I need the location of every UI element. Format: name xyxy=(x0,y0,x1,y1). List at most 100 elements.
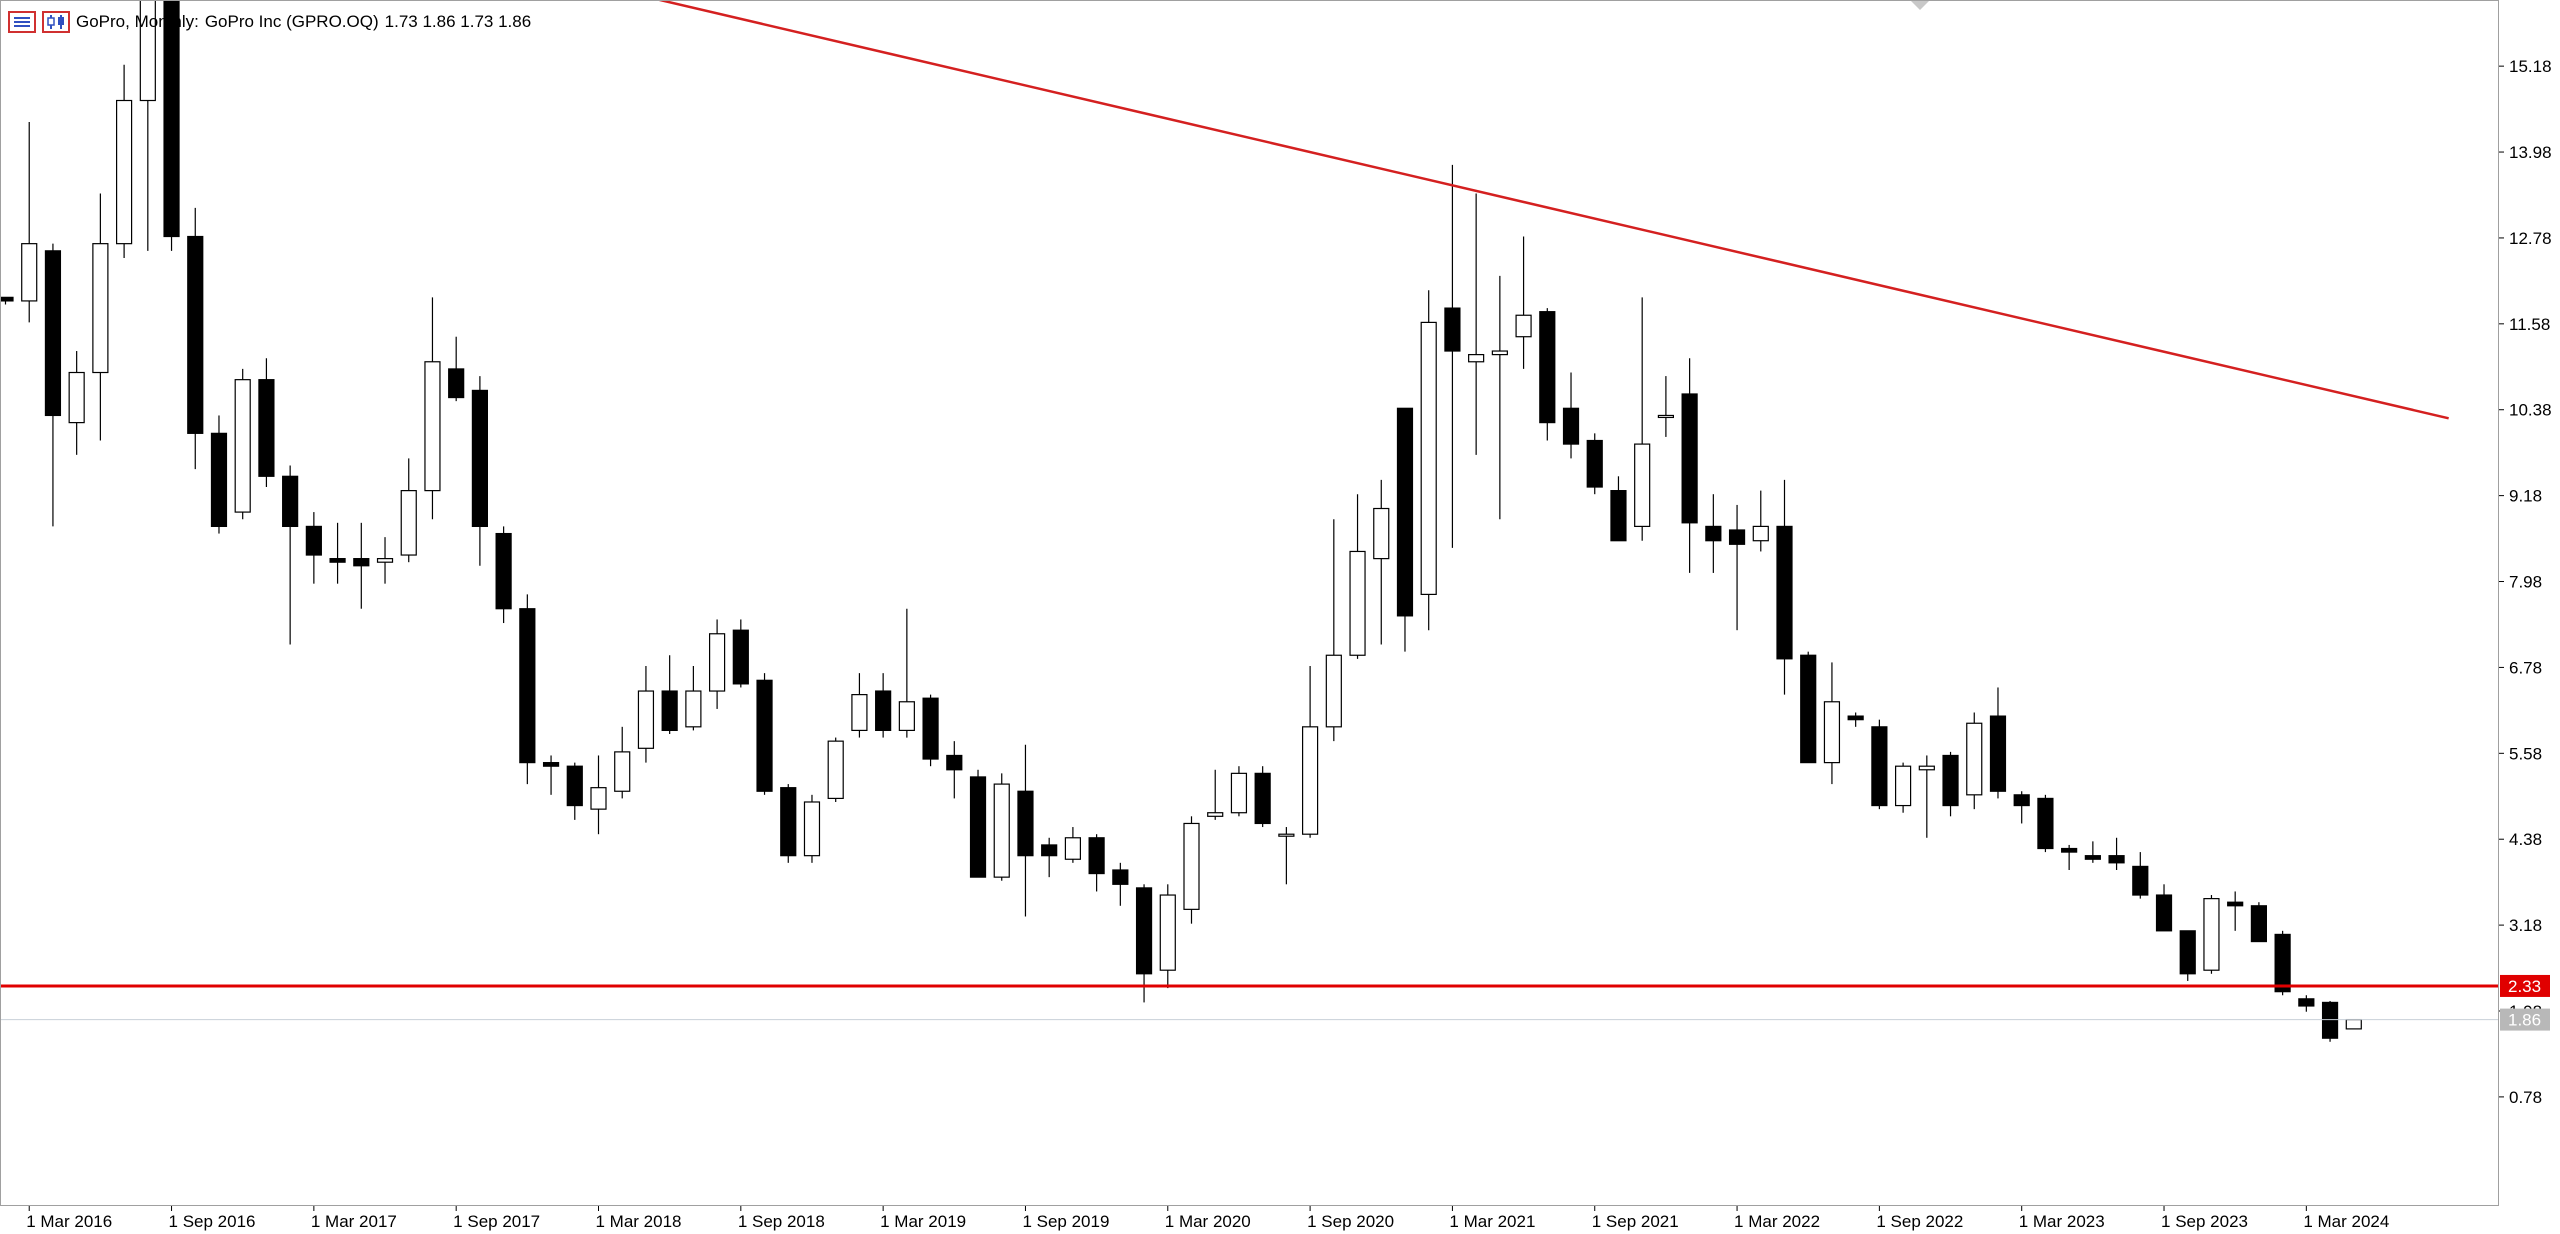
bull-candle-body xyxy=(376,558,394,563)
bear-candle-body xyxy=(471,389,488,528)
bear-candle-body xyxy=(732,629,749,685)
candle xyxy=(1017,744,1034,917)
bear-candle-body xyxy=(1610,490,1627,542)
bear-candle-body xyxy=(1871,726,1888,807)
bear-candle-body xyxy=(2084,855,2101,860)
bear-candle-body xyxy=(1776,525,1793,660)
candle xyxy=(1064,827,1082,863)
bear-candle-body xyxy=(2250,905,2267,943)
bear-candle-body xyxy=(1396,407,1414,617)
candle xyxy=(1515,236,1532,369)
candle xyxy=(2203,895,2220,974)
bear-candle-body xyxy=(1989,715,2007,792)
candle xyxy=(614,726,631,799)
candle xyxy=(2108,837,2125,870)
y-tick-label: 12.78 xyxy=(2509,229,2552,248)
drawing-objects xyxy=(0,0,2498,1021)
bear-candle-body xyxy=(258,379,275,477)
candle xyxy=(329,522,346,584)
bear-candle-body xyxy=(1681,393,1698,524)
x-tick-label: 1 Mar 2022 xyxy=(1734,1212,1820,1231)
bull-candle-body xyxy=(1468,354,1485,363)
bull-candle-body xyxy=(21,243,38,302)
bull-candle-body xyxy=(708,633,726,692)
bull-candle-body xyxy=(1894,765,1912,807)
shift-marker-icon[interactable] xyxy=(1910,0,1930,10)
x-tick-label: 1 Sep 2022 xyxy=(1876,1212,1963,1231)
bull-candle-body xyxy=(1064,837,1082,860)
bear-candle-body xyxy=(1112,869,1129,885)
candle xyxy=(1871,719,1888,810)
candle xyxy=(2037,794,2054,853)
bull-candle-body xyxy=(1491,350,1508,356)
bull-candle-body xyxy=(1301,726,1319,835)
bull-candle-body xyxy=(827,740,844,800)
candle xyxy=(258,358,275,488)
bear-candle-body xyxy=(448,368,465,399)
bear-candle-body xyxy=(1586,439,1603,488)
bear-candle-body xyxy=(922,697,939,760)
bear-candle-body xyxy=(44,250,62,417)
candle xyxy=(1041,837,1058,878)
bear-candle-body xyxy=(1847,715,1864,721)
x-tick-label: 1 Mar 2017 xyxy=(311,1212,397,1231)
bull-candle-body xyxy=(1207,812,1224,817)
candle xyxy=(969,769,987,878)
candle xyxy=(139,0,156,251)
bear-candle-body xyxy=(1017,790,1034,857)
bear-candle-body xyxy=(1539,311,1556,424)
y-tick-label: 3.18 xyxy=(2509,916,2542,935)
bear-candle-body xyxy=(780,787,797,857)
bull-candle-body xyxy=(803,801,821,857)
bear-candle-body xyxy=(1728,529,1746,545)
x-tick-label: 1 Sep 2021 xyxy=(1592,1212,1679,1231)
x-tick-label: 1 Sep 2017 xyxy=(453,1212,540,1231)
candle xyxy=(2132,852,2149,899)
bear-candle-body xyxy=(2155,894,2173,932)
bull-candle-body xyxy=(614,751,631,792)
candle xyxy=(187,207,204,470)
ohlc-readout: 1.73 1.86 1.73 1.86 xyxy=(384,12,532,31)
bull-candle-body xyxy=(685,690,702,728)
candle xyxy=(566,762,583,820)
chart-properties-icon[interactable] xyxy=(8,11,36,33)
bull-candle-body xyxy=(1159,894,1176,971)
candle xyxy=(1135,884,1153,1003)
last-price-tag-bg xyxy=(2500,1008,2550,1031)
candle xyxy=(115,64,133,258)
candle xyxy=(661,655,678,734)
level-price-tag: 2.33 xyxy=(2508,977,2541,996)
y-tick-label: 15.18 xyxy=(2509,57,2552,76)
candle xyxy=(637,665,655,763)
candle xyxy=(1847,712,1864,727)
candle xyxy=(2227,891,2244,931)
bear-candle-body xyxy=(566,765,583,807)
bear-candle-body xyxy=(1088,837,1105,875)
bear-candle-body xyxy=(2321,1001,2339,1039)
chart-header: GoPro, Monthly: GoPro Inc (GPRO.OQ) 1.73… xyxy=(8,8,531,36)
bear-candle-body xyxy=(2274,933,2291,993)
candlestick-mode-icon[interactable] xyxy=(42,11,70,33)
bear-candle-body xyxy=(282,475,299,528)
resistance-trendline xyxy=(654,0,2449,420)
candle xyxy=(1634,297,1651,541)
bear-candle-body xyxy=(2132,865,2149,896)
candle xyxy=(875,673,892,738)
bull-candle-body xyxy=(1918,765,1935,771)
bear-candle-body xyxy=(210,432,228,528)
bull-candle-body xyxy=(68,371,85,424)
candle xyxy=(993,773,1010,881)
y-tick-label: 7.98 xyxy=(2509,573,2542,592)
candle xyxy=(1325,519,1342,742)
candle xyxy=(1586,433,1603,495)
bear-candle-body xyxy=(1135,887,1153,975)
candle xyxy=(1752,490,1769,552)
candle xyxy=(2013,791,2030,824)
candle xyxy=(1776,479,1793,695)
candle xyxy=(2274,930,2291,996)
candle xyxy=(234,368,251,520)
candle xyxy=(1800,651,1817,764)
